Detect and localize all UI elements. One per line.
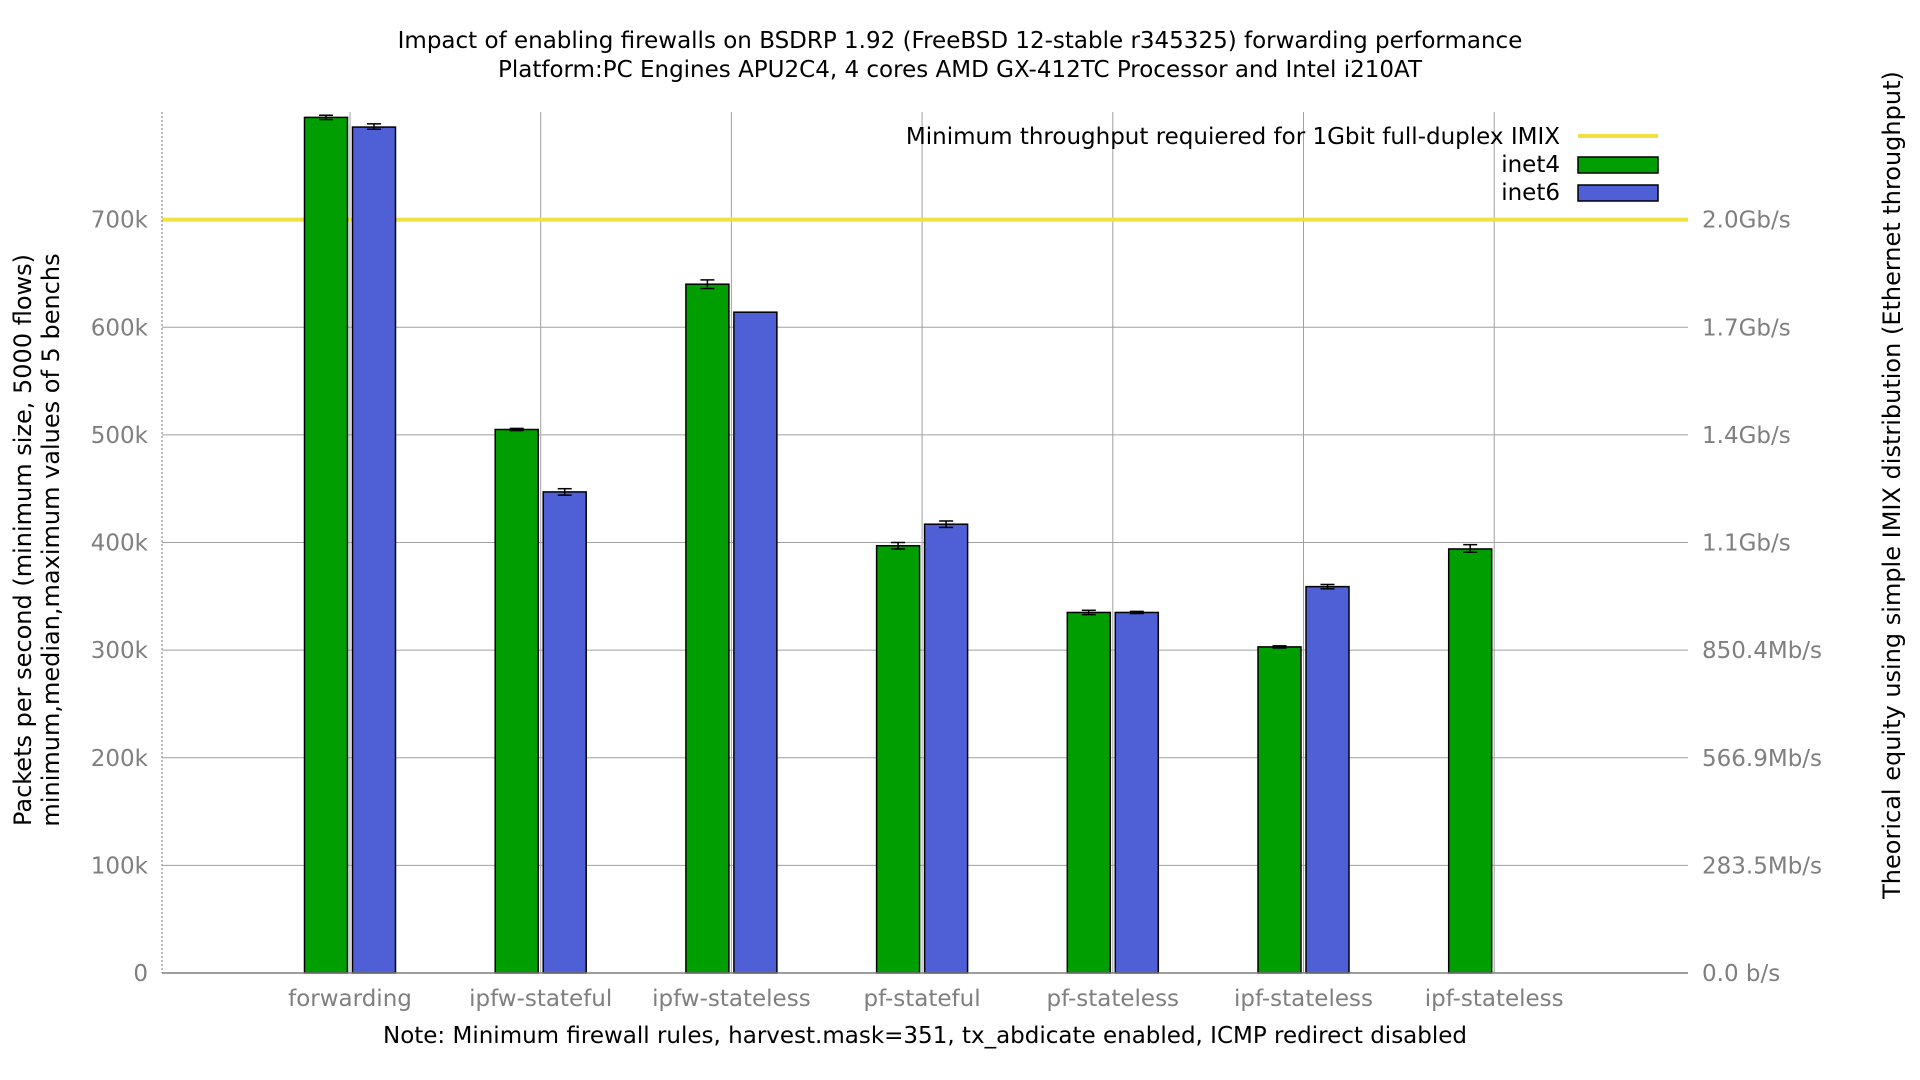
legend-label-inet6: inet6: [1501, 180, 1560, 206]
bar-inet6: [542, 491, 587, 974]
y-tick-label: 500k: [91, 423, 149, 449]
error-bar-inet6: [939, 520, 954, 529]
chart-title: Impact of enabling firewalls on BSDRP 1.…: [398, 28, 1523, 54]
legend-label-inet4: inet4: [1501, 152, 1560, 178]
tick-labels: 0 100k 200k 300k 400k 500k 600k 700k 0.0 b/s 283.…: [91, 208, 1822, 1012]
bar-inet6: [1305, 585, 1350, 974]
error-bar-inet6: [367, 123, 381, 130]
y2-tick-label: 2.0Gb/s: [1702, 208, 1791, 234]
bar-inet4: [1447, 548, 1493, 974]
y-tick-label: 200k: [91, 746, 149, 772]
grid-lines: [162, 112, 1688, 973]
error-bar-inet4: [1272, 645, 1287, 649]
error-bar-inet4: [700, 279, 715, 290]
y2-tick-label: 1.1Gb/s: [1702, 531, 1791, 557]
bar-series: [303, 114, 1493, 974]
error-bar-inet6: [557, 487, 572, 496]
error-bar-inet6: [1320, 583, 1335, 590]
y-tick-label: 0: [133, 961, 148, 987]
bar-inet6: [923, 523, 969, 974]
y2-tick-label: 1.7Gb/s: [1702, 315, 1791, 341]
bar-inet6: [351, 126, 397, 974]
error-bar-inet4: [891, 541, 906, 550]
x-tick-label: forwarding: [288, 986, 412, 1012]
y-tick-label: 100k: [91, 853, 149, 879]
x-tick-label: pf-stateless: [1047, 986, 1180, 1012]
bar-inet4: [494, 428, 539, 974]
legend-swatch-inet6: [1577, 184, 1659, 202]
y2-tick-label: 283.5Mb/s: [1702, 853, 1822, 879]
error-bar-inet4: [319, 114, 333, 121]
y-tick-label: 400k: [91, 531, 149, 557]
x-tick-label: pf-stateful: [864, 986, 981, 1012]
bar-inet4: [1066, 611, 1112, 974]
legend: Minimum throughput requiered for 1Gbit f…: [906, 124, 1659, 206]
y-tick-label: 700k: [91, 208, 149, 234]
y2-tick-label: 566.9Mb/s: [1702, 746, 1822, 772]
y-axis-label-line-2: minimum,median,maximum values of 5 bench…: [37, 253, 65, 826]
error-bar-inet4: [509, 427, 524, 432]
bar-inet6: [1114, 611, 1160, 974]
bar-inet4: [875, 544, 921, 974]
x-tick-label: ipf-stateless: [1234, 986, 1373, 1012]
x-tick-label: ipfw-stateless: [652, 986, 811, 1012]
bar-inet6: [733, 311, 778, 974]
axes: [161, 112, 1688, 974]
y2-tick-label: 850.4Mb/s: [1702, 638, 1822, 664]
y-tick-label: 600k: [91, 315, 149, 341]
x-tick-label: ipf-stateless: [1425, 986, 1564, 1012]
y2-tick-label: 1.4Gb/s: [1702, 423, 1791, 449]
y-axis-label-line-1: Packets per second (minimum size, 5000 f…: [9, 254, 37, 826]
legend-swatch-inet4: [1577, 156, 1659, 174]
error-bar-inet6: [1129, 610, 1144, 615]
y2-axis-label: Theorical equity using simple IMIX distr…: [1878, 71, 1906, 900]
x-axis-note: Note: Minimum firewall rules, harvest.ma…: [383, 1023, 1467, 1049]
x-tick-label: ipfw-stateful: [469, 986, 612, 1012]
error-bar-inet4: [1081, 609, 1096, 616]
legend-label-reference: Minimum throughput requiered for 1Gbit f…: [906, 124, 1560, 150]
y2-tick-label: 0.0 b/s: [1702, 961, 1780, 987]
bar-inet4: [303, 116, 349, 974]
y-tick-label: 300k: [91, 638, 149, 664]
error-bar-inet4: [1463, 543, 1478, 553]
bar-inet4: [685, 283, 730, 974]
bar-inet4: [1257, 646, 1302, 974]
chart-subtitle: Platform:PC Engines APU2C4, 4 cores AMD …: [498, 57, 1423, 83]
